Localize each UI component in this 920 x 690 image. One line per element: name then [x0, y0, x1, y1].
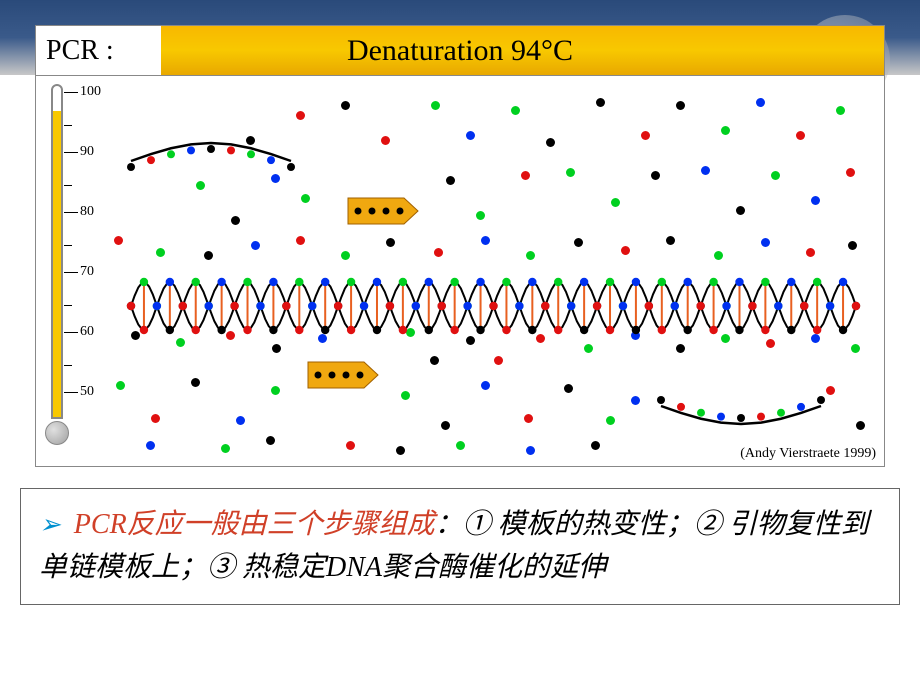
diagram-area: 1009080706050 (Andy Vierstraete 1999) [36, 76, 884, 466]
dna-strand [126, 131, 306, 171]
caption-text: ➢ PCR反应一般由三个步骤组成：① 模板的热变性；② 引物复性到单链模板上；③… [39, 503, 881, 590]
primer-icon [306, 360, 388, 396]
caption-lead: PCR反应一般由三个步骤组成 [74, 509, 435, 540]
slide: PCR : Denaturation 94°C 1009080706050 (A… [0, 0, 920, 690]
primer-icon [346, 196, 428, 232]
caption-box: ➢ PCR反应一般由三个步骤组成：① 模板的热变性；② 引物复性到单链模板上；③… [20, 488, 900, 605]
dna-strand [656, 396, 836, 436]
header-left-label: PCR : [36, 26, 161, 75]
pcr-diagram: PCR : Denaturation 94°C 1009080706050 (A… [35, 25, 885, 467]
bullet-icon: ➢ [39, 510, 61, 539]
header-title: Denaturation 94°C [347, 34, 573, 68]
diagram-header: PCR : Denaturation 94°C [36, 26, 884, 76]
